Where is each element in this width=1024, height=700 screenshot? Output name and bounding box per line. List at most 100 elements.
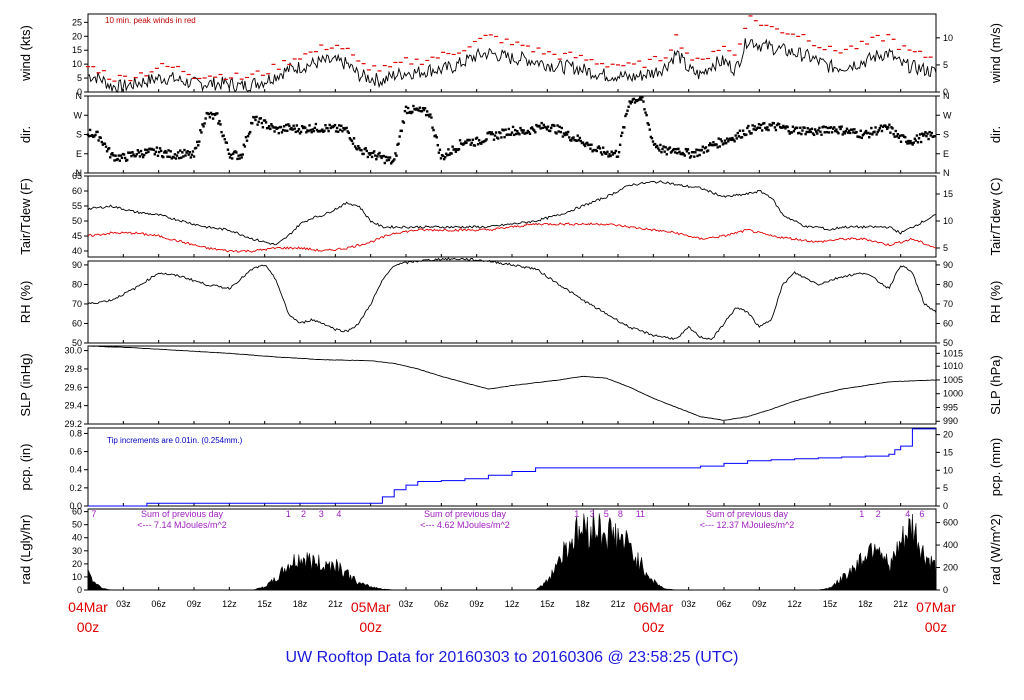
dir-point xyxy=(311,128,314,131)
left-tick-label-pcp: 0.8 xyxy=(69,428,82,438)
rad-day-sum-label: Sum of previous day xyxy=(141,509,224,519)
dir-point xyxy=(242,143,246,146)
dir-point xyxy=(239,153,242,157)
dir-point xyxy=(181,151,184,154)
dir-point xyxy=(922,134,925,137)
dir-point xyxy=(811,132,815,135)
dir-point xyxy=(670,150,674,153)
dir-point xyxy=(493,134,497,137)
dir-point xyxy=(436,143,439,147)
x-hour-label: 15z xyxy=(823,599,838,609)
panel-frame-slp xyxy=(87,345,937,425)
dir-point xyxy=(735,137,738,140)
left-tick-label-rad: 50 xyxy=(72,520,82,530)
dir-point xyxy=(476,143,480,146)
dir-point xyxy=(570,139,573,142)
dir-point xyxy=(365,149,368,153)
dir-point xyxy=(701,145,704,148)
dir-point xyxy=(801,129,804,132)
dir-point xyxy=(613,151,617,155)
ylabel-right-dir: dir. xyxy=(988,126,1003,143)
dir-point xyxy=(246,134,250,138)
left-tick-label-slp: 29.6 xyxy=(64,382,82,392)
dir-point xyxy=(364,147,367,150)
dir-point xyxy=(417,109,420,112)
dir-point xyxy=(166,155,169,158)
dir-point xyxy=(917,137,921,140)
dir-point xyxy=(696,154,699,158)
dir-point xyxy=(717,137,720,140)
dir-point xyxy=(914,139,918,142)
dir-point xyxy=(169,150,172,153)
dir-point xyxy=(628,100,631,103)
dir-point xyxy=(718,145,721,148)
dir-point xyxy=(564,131,568,134)
dir-point xyxy=(786,125,789,129)
dir-point xyxy=(251,122,254,125)
dir-point xyxy=(244,136,248,139)
dir-point xyxy=(618,143,622,147)
panel-frame-temp xyxy=(87,175,937,258)
dir-point xyxy=(727,140,730,143)
dir-point xyxy=(97,139,100,142)
dir-point xyxy=(738,129,742,132)
x-hour-label: 06z xyxy=(717,599,732,609)
left-tick-label-rad: 40 xyxy=(72,533,82,543)
dir-point xyxy=(240,156,243,159)
dir-point xyxy=(351,142,355,145)
dir-point xyxy=(611,153,614,156)
dir-point xyxy=(468,138,471,142)
dir-point xyxy=(871,133,874,136)
ylabel-right-slp: SLP (hPa) xyxy=(988,355,1003,415)
right-tick-label-dir: N xyxy=(943,168,950,178)
dir-point xyxy=(879,124,883,127)
dir-point xyxy=(227,152,231,156)
tair-line xyxy=(87,180,937,246)
dir-point xyxy=(737,135,741,138)
dir-point xyxy=(852,131,855,134)
dir-point xyxy=(137,151,141,154)
dir-point xyxy=(843,132,847,135)
dir-point xyxy=(553,124,556,128)
dir-point xyxy=(700,148,703,152)
dir-point xyxy=(374,154,377,157)
dir-point xyxy=(702,151,706,154)
dir-point xyxy=(896,133,900,136)
left-tick-label-dir: N xyxy=(76,168,83,178)
dir-point xyxy=(659,143,662,147)
rad-day-sum-label: Sum of previous day xyxy=(424,509,507,519)
dir-point xyxy=(383,161,386,165)
dir-point xyxy=(831,127,835,130)
dir-point xyxy=(607,155,610,158)
dir-point xyxy=(288,124,291,128)
dir-point xyxy=(589,147,592,150)
dir-point xyxy=(823,131,826,134)
left-tick-label-rad: 60 xyxy=(72,507,82,517)
dir-point xyxy=(214,113,217,117)
dir-point xyxy=(340,124,343,128)
dir-point xyxy=(286,129,289,133)
dir-point xyxy=(159,149,163,153)
left-tick-label-temp: 65 xyxy=(72,171,82,181)
dir-point xyxy=(352,137,356,140)
dir-point xyxy=(362,152,365,156)
dir-point xyxy=(198,140,201,143)
dir-point xyxy=(530,126,534,129)
left-tick-label-wind: 20 xyxy=(72,31,82,41)
dir-point xyxy=(898,134,902,137)
x-hour-label: 06z xyxy=(434,599,449,609)
dir-point xyxy=(929,134,932,137)
dir-point xyxy=(783,125,786,129)
dir-point xyxy=(272,126,275,129)
right-tick-label-slp: 995 xyxy=(943,402,958,412)
panel-frame-rh xyxy=(87,260,937,344)
dir-point xyxy=(912,141,915,144)
dir-point xyxy=(822,125,825,128)
dir-point xyxy=(704,146,708,149)
x-hour-label: 12z xyxy=(505,599,520,609)
left-tick-label-temp: 50 xyxy=(72,216,82,226)
dir-point xyxy=(424,113,428,117)
dir-point xyxy=(790,131,794,134)
dir-point xyxy=(905,140,908,144)
dir-point xyxy=(572,136,575,139)
